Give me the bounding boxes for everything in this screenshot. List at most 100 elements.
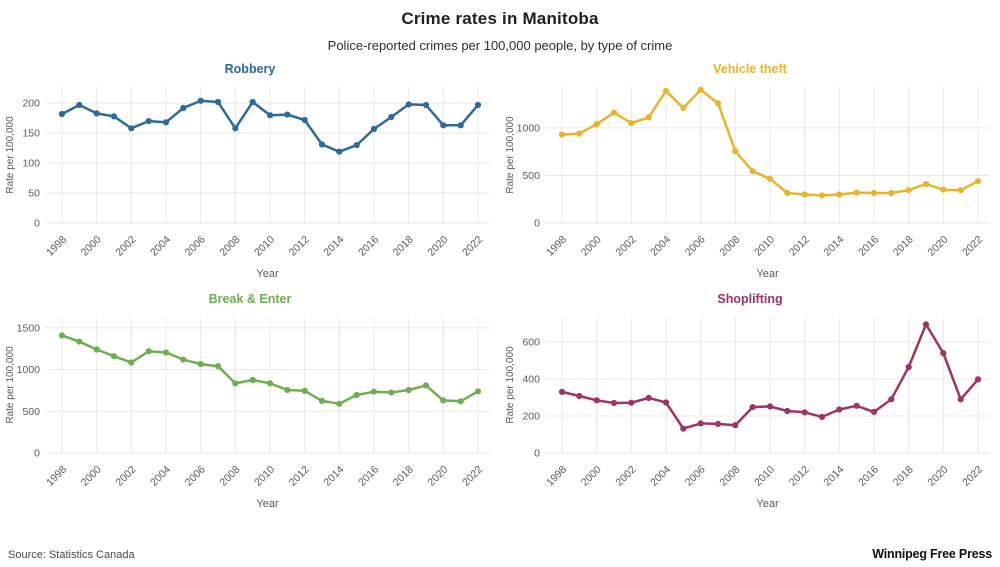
x-tick-label: 2022: [960, 234, 985, 259]
y-tick-label: 1000: [17, 364, 41, 376]
data-point: [110, 113, 118, 120]
data-point: [714, 420, 722, 427]
y-axis-label: Rate per 100,000: [505, 116, 516, 194]
data-point: [818, 192, 826, 199]
data-point: [232, 380, 239, 387]
y-tick-label: 50: [28, 188, 40, 200]
x-tick-label: 2014: [321, 234, 346, 259]
y-tick-label: 0: [34, 218, 40, 230]
data-point: [405, 101, 412, 108]
data-point: [145, 118, 152, 125]
y-tick-label: 200: [22, 98, 40, 110]
x-tick-label: 2008: [217, 234, 242, 259]
data-point: [284, 386, 291, 394]
y-tick-label: 1000: [517, 122, 541, 134]
data-point: [440, 122, 447, 129]
x-tick-label: 2000: [579, 464, 604, 489]
x-tick-label: 2010: [752, 234, 777, 259]
data-point: [922, 180, 930, 188]
x-tick-label: 2022: [460, 464, 485, 489]
data-point: [680, 425, 687, 432]
chart-shoplifting: 0 200 400 600 1998 2000 2002 2004 2006 2008 2010 20…: [500, 289, 1000, 519]
chart-title: Break & Enter: [209, 292, 292, 306]
data-point: [784, 189, 791, 197]
x-tick-label: 2008: [717, 234, 742, 259]
data-point: [628, 120, 635, 127]
publisher-logo: Winnipeg Free Press: [872, 547, 992, 561]
data-point: [697, 420, 704, 427]
data-point: [457, 122, 464, 129]
data-point: [162, 349, 170, 356]
y-tick-label: 500: [22, 406, 40, 418]
y-tick-label: 150: [22, 128, 40, 140]
x-tick-label: 2002: [613, 234, 638, 259]
data-point: [714, 100, 722, 107]
page-subtitle: Police-reported crimes per 100,000 peopl…: [327, 38, 673, 53]
data-point: [93, 110, 100, 117]
y-tick-label: 1500: [17, 322, 41, 334]
x-tick-label: 2010: [252, 464, 277, 489]
x-tick-label: 2010: [252, 234, 277, 259]
data-point: [318, 141, 326, 148]
chart-canvas-robbery: 0 50 100 150 200 1998 2000 2002 2004 2006 2008 2010…: [5, 62, 490, 280]
data-point: [645, 394, 652, 401]
data-point: [214, 98, 222, 106]
data-point: [318, 397, 326, 404]
source-note: Source: Statistics Canada: [8, 549, 135, 561]
x-tick-label: 1998: [44, 464, 69, 489]
x-tick-label: 2012: [287, 234, 312, 259]
data-point: [870, 408, 878, 415]
x-tick-label: 2018: [891, 464, 916, 489]
data-point: [301, 116, 308, 124]
x-tick-label: 2020: [425, 464, 450, 489]
data-point: [888, 396, 895, 403]
x-tick-label: 2016: [356, 464, 381, 489]
data-point: [214, 363, 222, 370]
page-title: Crime rates in Manitoba: [401, 9, 599, 28]
data-point: [784, 407, 791, 415]
data-point: [576, 392, 583, 400]
x-tick-label: 2002: [113, 464, 138, 489]
data-point: [249, 98, 256, 106]
y-tick-label: 400: [522, 373, 540, 385]
data-point: [836, 406, 843, 413]
x-tick-label: 2008: [217, 464, 242, 489]
x-tick-label: 2002: [613, 464, 638, 489]
data-point: [93, 346, 100, 353]
data-point: [388, 113, 395, 121]
data-point: [440, 397, 447, 404]
data-point: [801, 191, 808, 198]
data-point: [370, 125, 378, 132]
data-point: [922, 321, 930, 328]
x-tick-label: 2006: [183, 464, 208, 489]
data-point: [940, 350, 947, 357]
y-tick-label: 100: [22, 158, 40, 170]
y-axis-label: Rate per 100,000: [5, 346, 16, 424]
data-point: [284, 111, 291, 118]
data-point: [58, 110, 66, 118]
data-point: [370, 388, 378, 395]
x-tick-label: 2004: [648, 464, 673, 489]
x-tick-label: 2004: [648, 234, 673, 259]
data-point: [457, 398, 464, 405]
data-point: [336, 148, 343, 155]
data-point: [197, 361, 204, 368]
data-point: [266, 112, 274, 119]
y-tick-label: 200: [522, 410, 540, 422]
x-tick-label: 2016: [856, 234, 881, 259]
data-point: [680, 104, 687, 111]
data-point: [697, 86, 704, 93]
data-point: [422, 101, 430, 109]
data-point: [732, 148, 739, 155]
x-tick-label: 1998: [544, 464, 569, 489]
data-point: [405, 386, 412, 394]
data-point: [732, 422, 739, 429]
y-tick-label: 0: [34, 448, 40, 460]
data-point: [957, 187, 964, 194]
data-point: [474, 388, 482, 395]
data-point: [162, 119, 170, 126]
data-point: [388, 389, 395, 396]
data-point: [940, 186, 947, 193]
data-point: [749, 404, 756, 411]
